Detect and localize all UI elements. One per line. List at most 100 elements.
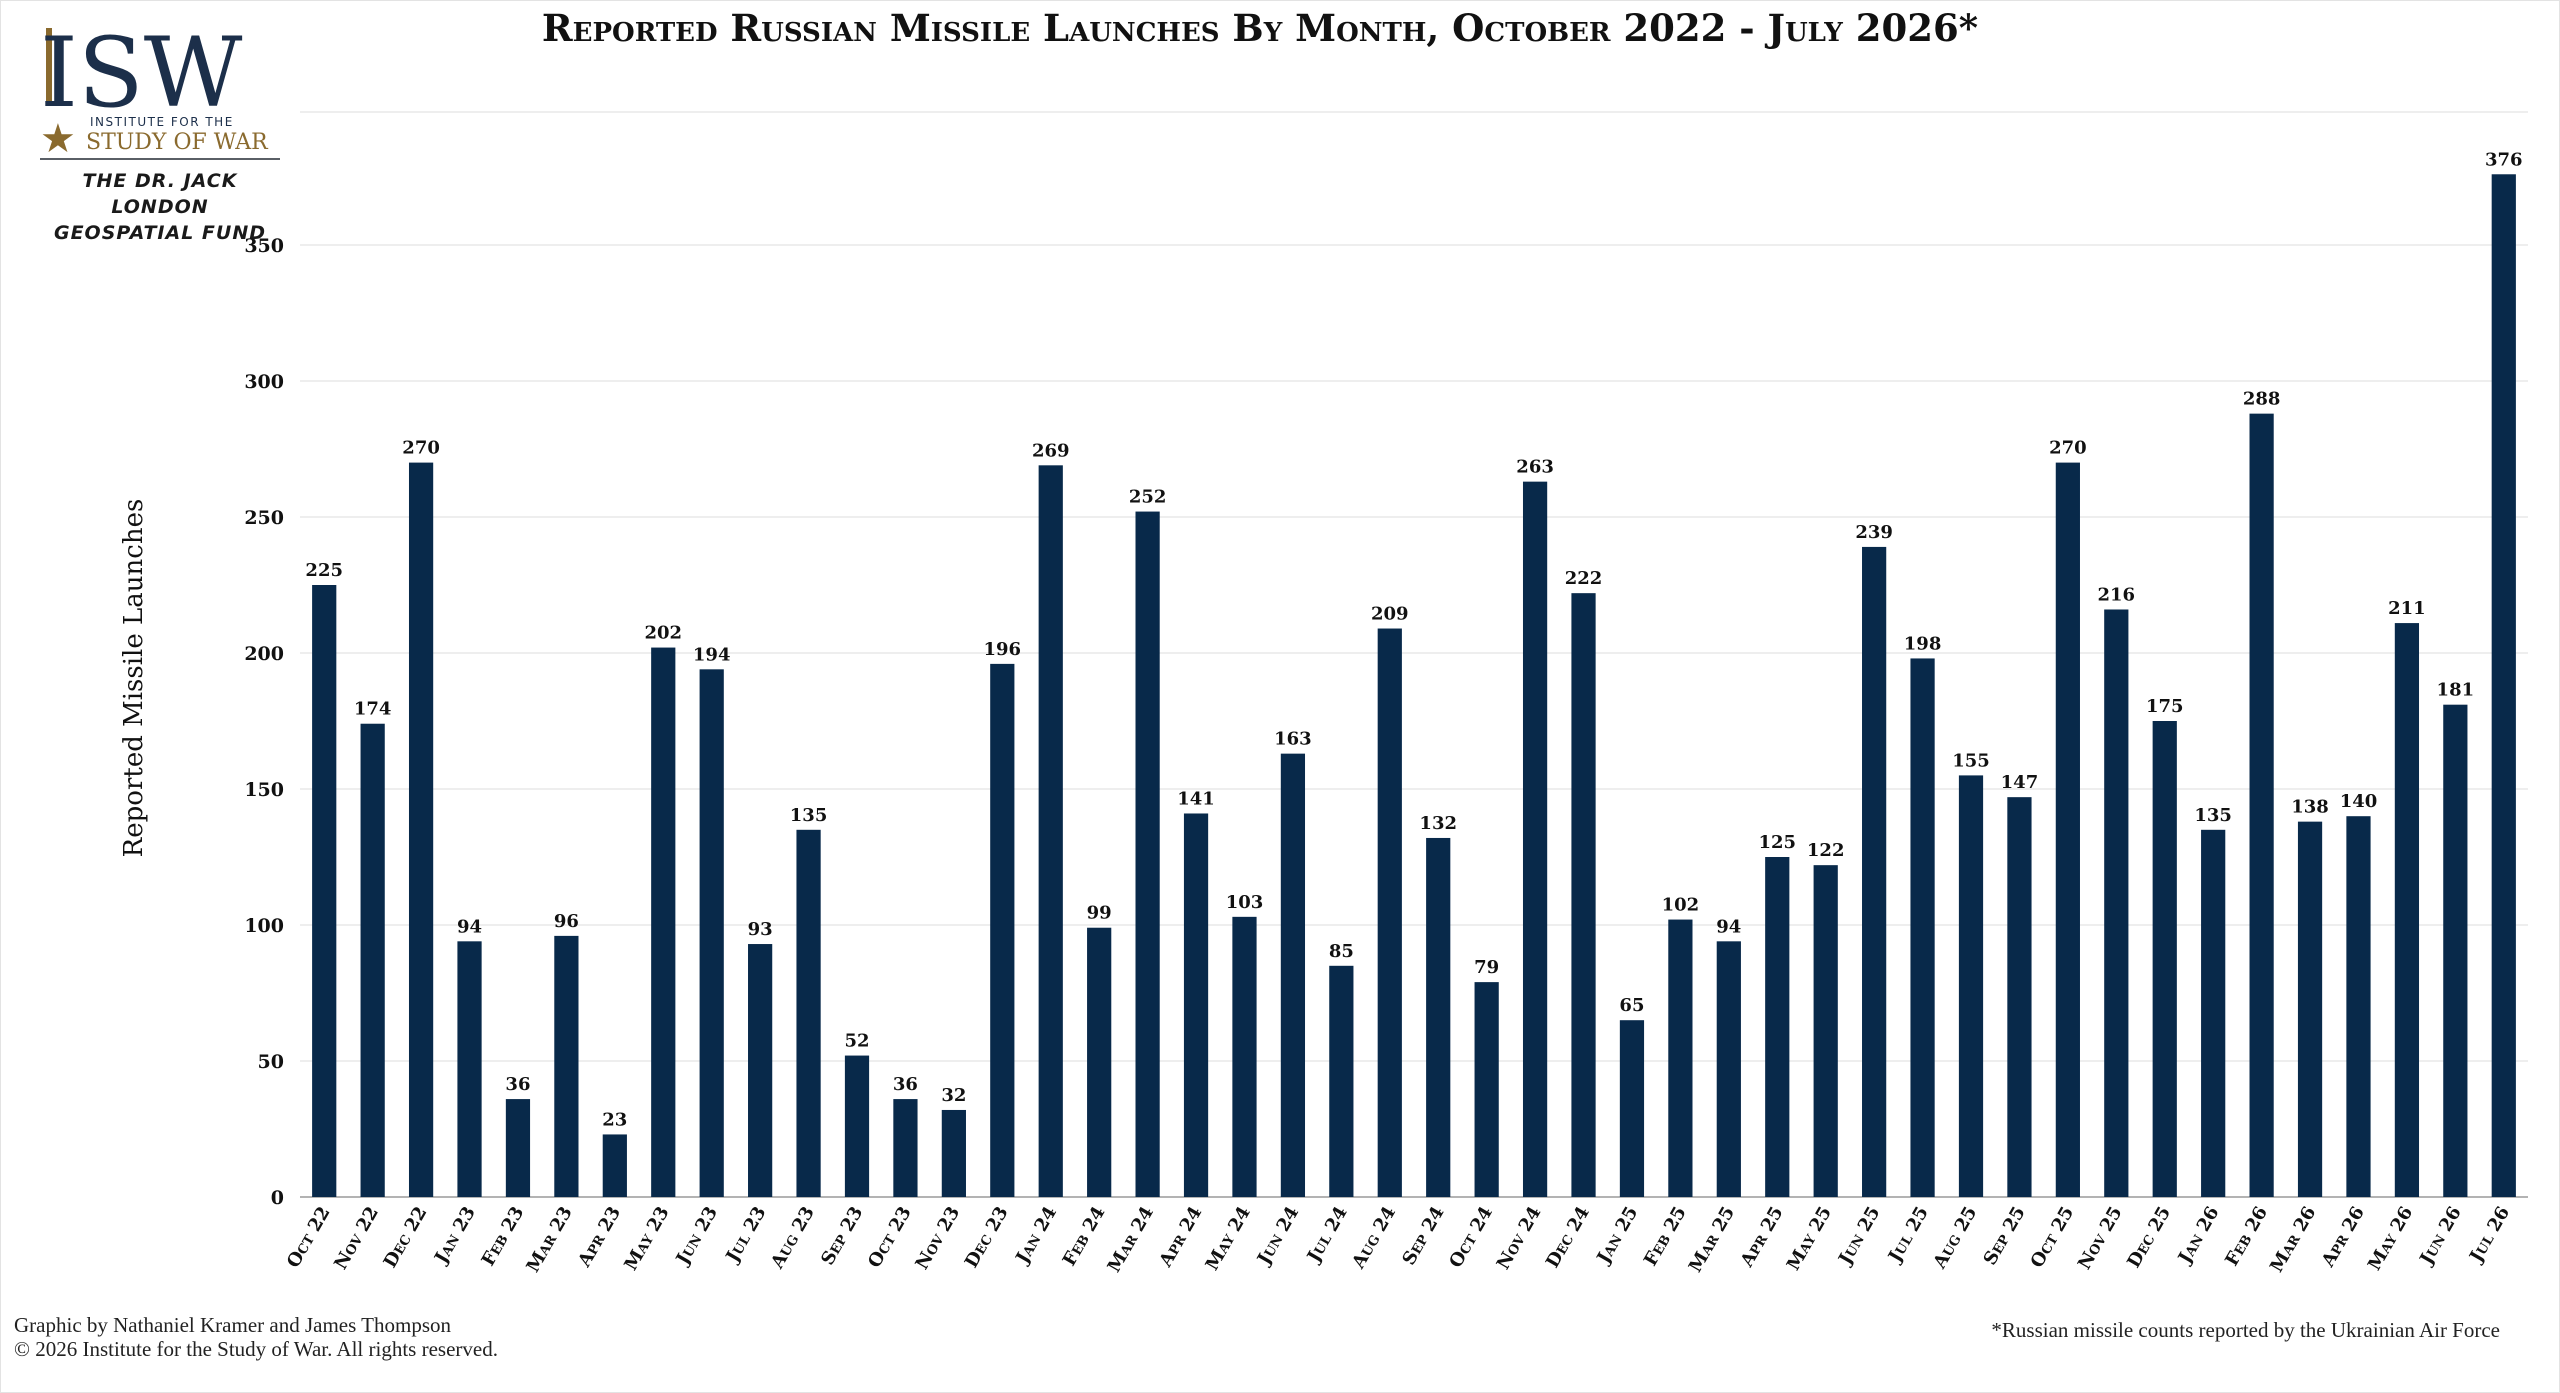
data-label: 194 [693, 644, 731, 665]
data-label: 181 [2437, 680, 2475, 701]
data-label: 65 [1619, 995, 1644, 1016]
bar [2491, 174, 2516, 1197]
x-tick-label: Jan 23 [430, 1203, 480, 1269]
credit: Graphic by Nathaniel Kramer and James Th… [14, 1313, 498, 1361]
gridlines [300, 111, 2528, 1198]
x-tick-label: Aug 23 [766, 1203, 819, 1273]
x-tick-label: Mar 26 [2266, 1203, 2320, 1276]
x-tick-label: Oct 23 [864, 1203, 916, 1272]
x-tick-label: Sep 24 [1398, 1203, 1448, 1269]
data-label: 96 [554, 911, 579, 932]
x-tick-label: Dec 23 [961, 1203, 1013, 1272]
x-tick-label: Jun 23 [671, 1203, 722, 1270]
bars [312, 174, 2516, 1198]
data-label: 103 [1226, 892, 1264, 913]
bar [1522, 481, 1548, 1197]
y-tick-label: 200 [244, 643, 284, 665]
bar [1135, 511, 1160, 1197]
data-label: 155 [1952, 750, 1990, 771]
bar [2249, 413, 2274, 1197]
data-label: 23 [602, 1109, 627, 1130]
data-label: 202 [644, 623, 682, 644]
x-tick-label: Apr 25 [1736, 1203, 1788, 1271]
bar [1813, 865, 1838, 1197]
chart-title: Reported Russian Missile Launches By Mon… [541, 6, 1979, 50]
x-tick-label: Jul 23 [721, 1203, 770, 1267]
data-label: 263 [1516, 457, 1554, 478]
x-tick-label: Dec 24 [1542, 1203, 1594, 1272]
fund-name: THE DR. JACK LONDON GEOSPATIAL FUND [40, 168, 280, 246]
data-label: 135 [2194, 805, 2232, 826]
x-tick-label: Oct 24 [1445, 1203, 1497, 1272]
bar [505, 1099, 531, 1197]
bar [1668, 919, 1693, 1197]
data-label: 135 [790, 805, 828, 826]
bar [1716, 941, 1741, 1197]
bar [2201, 829, 2226, 1197]
bar [941, 1109, 966, 1197]
data-label: 211 [2388, 598, 2426, 619]
y-tick-label: 0 [271, 1187, 284, 1209]
bar [699, 669, 724, 1197]
x-tick-label: Feb 25 [1640, 1203, 1691, 1270]
y-tick-label: 150 [244, 779, 284, 801]
bar [408, 462, 434, 1198]
bar [602, 1134, 627, 1197]
copyright-line: © 2026 Institute for the Study of War. A… [14, 1337, 498, 1361]
logo-letters: ISW [40, 18, 243, 129]
bar [2104, 609, 2129, 1197]
x-tick-label: May 26 [2364, 1203, 2417, 1274]
x-tick-label: Apr 26 [2317, 1203, 2369, 1271]
x-tick-label: Jul 26 [2465, 1203, 2514, 1267]
data-label: 102 [1662, 895, 1700, 916]
data-label: 36 [893, 1074, 918, 1095]
x-tick-label: Nov 25 [2074, 1203, 2127, 1273]
data-label: 94 [457, 916, 482, 937]
data-label: 36 [505, 1074, 530, 1095]
bar [2055, 462, 2080, 1198]
y-axis-label: Reported Missile Launches [119, 499, 149, 858]
bar [2152, 721, 2177, 1197]
data-label: 132 [1419, 813, 1457, 834]
data-label: 209 [1371, 604, 1409, 625]
data-label: 141 [1177, 788, 1215, 809]
x-tick-label: Jun 25 [1834, 1203, 1885, 1270]
x-tick-label: Feb 24 [1059, 1203, 1110, 1270]
bar [1765, 857, 1790, 1197]
x-tick-label: Feb 26 [2221, 1203, 2272, 1270]
data-label: 93 [748, 919, 773, 940]
star-icon: ★ [40, 116, 76, 158]
x-tick-label: Jan 24 [1011, 1203, 1061, 1269]
fund-line2: GEOSPATIAL FUND [53, 222, 266, 244]
data-label: 52 [844, 1031, 869, 1052]
bar [796, 829, 821, 1197]
bar [1087, 927, 1112, 1197]
bar [2297, 821, 2323, 1197]
data-label: 196 [984, 639, 1022, 660]
bar [893, 1099, 918, 1197]
bar [1474, 982, 1499, 1197]
data-label: 138 [2291, 797, 2329, 818]
x-tick-label: Mar 23 [522, 1203, 576, 1276]
bar [457, 941, 482, 1197]
x-tick-label: Apr 24 [1155, 1203, 1207, 1271]
data-label: 222 [1565, 568, 1603, 589]
y-tick-label: 50 [258, 1051, 284, 1073]
fund-line1: THE DR. JACK LONDON [82, 170, 238, 218]
x-tick-label: Mar 25 [1685, 1203, 1739, 1276]
data-label: 79 [1474, 957, 1499, 978]
y-tick-label: 300 [244, 371, 284, 393]
x-tick-label: Jun 24 [1253, 1203, 1304, 1270]
data-label: 125 [1758, 832, 1796, 853]
bar [651, 647, 676, 1197]
x-tick-label: Jul 24 [1302, 1203, 1351, 1267]
x-tick-label: Oct 25 [2027, 1203, 2079, 1272]
x-tick-label: Oct 22 [283, 1203, 335, 1272]
x-tick-label: Aug 25 [1929, 1203, 1982, 1273]
x-tick-label: Jan 25 [1592, 1203, 1642, 1269]
bar [360, 723, 385, 1197]
x-tick-label: May 25 [1783, 1203, 1836, 1274]
bar [2007, 797, 2032, 1197]
data-label: 122 [1807, 840, 1845, 861]
